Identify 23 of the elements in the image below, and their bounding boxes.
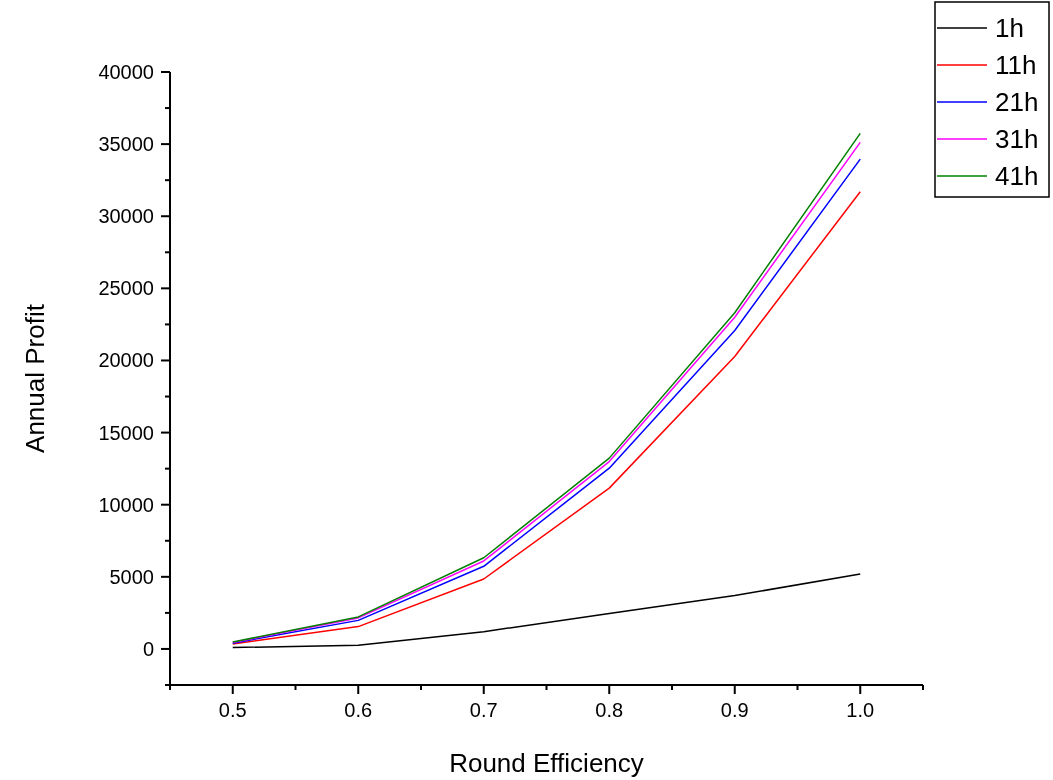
y-tick-label: 15000 xyxy=(98,421,154,444)
x-axis-title: Round Efficiency xyxy=(449,748,644,778)
legend-label: 41h xyxy=(995,161,1039,192)
x-tick-label: 0.8 xyxy=(595,699,624,721)
y-tick-label: 10000 xyxy=(98,493,154,516)
y-tick-label: 20000 xyxy=(98,349,154,372)
line-series xyxy=(232,573,861,649)
y-tick-label: 25000 xyxy=(98,277,154,300)
y-tick-label: 35000 xyxy=(98,133,154,156)
legend-label: 11h xyxy=(995,50,1037,81)
x-tick-label: 0.9 xyxy=(720,699,749,721)
x-tick-label: 1.0 xyxy=(846,699,875,721)
legend-label: 31h xyxy=(995,124,1039,155)
legend-label: 21h xyxy=(995,87,1039,118)
y-tick-label: 5000 xyxy=(109,565,154,588)
x-tick-label: 0.5 xyxy=(218,699,247,721)
x-tick-label: 0.7 xyxy=(469,699,498,721)
y-tick-label: 30000 xyxy=(98,205,154,228)
y-tick-label: 0 xyxy=(142,637,154,660)
y-axis-title: Annual Profit xyxy=(20,303,50,453)
y-tick-label: 40000 xyxy=(98,61,154,83)
x-tick-label: 0.6 xyxy=(344,699,373,721)
legend-label: 1h xyxy=(995,13,1024,44)
